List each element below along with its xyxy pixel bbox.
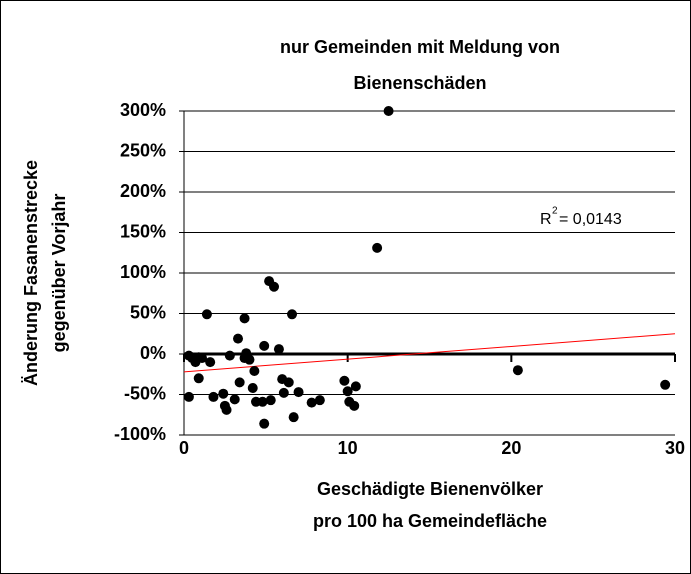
chart-title: nur Gemeinden mit Meldung von <box>280 37 560 57</box>
scatter-point <box>383 106 394 116</box>
scatter-point <box>244 354 255 365</box>
scatter-point <box>259 340 270 351</box>
y-tick-label: 150% <box>120 221 166 241</box>
scatter-point <box>273 344 284 355</box>
trendline <box>183 333 676 373</box>
scatter-point <box>257 396 268 407</box>
scatter-point <box>269 281 280 292</box>
scatter-point <box>287 309 298 320</box>
scatter-point <box>278 387 289 398</box>
scatter-point <box>306 397 317 408</box>
y-tick-label: -100% <box>114 424 166 444</box>
y-tick-label: -50% <box>124 383 166 403</box>
scatter-point <box>183 391 194 402</box>
scatter-point <box>265 395 276 406</box>
y-tick-label: 100% <box>120 262 166 282</box>
y-tick-label: 50% <box>130 302 166 322</box>
scatter-point <box>314 395 325 406</box>
x-tick-label: 0 <box>179 438 189 458</box>
r-squared-label: R <box>540 211 552 228</box>
scatter-point <box>221 404 232 415</box>
scatter-point <box>512 365 523 376</box>
x-axis-label: Geschädigte Bienenvölker <box>317 479 543 499</box>
scatter-point <box>247 383 258 394</box>
scatter-point <box>372 242 383 253</box>
scatter-point <box>350 381 361 392</box>
y-tick-label: 0% <box>140 343 166 363</box>
y-tick-label: 250% <box>120 140 166 160</box>
scatter-point <box>197 353 208 364</box>
scatter-point <box>205 357 216 368</box>
x-tick-label: 20 <box>501 438 521 458</box>
r-squared-superscript: 2 <box>552 206 558 217</box>
y-tick-label: 300% <box>120 100 166 120</box>
scatter-point <box>229 394 240 405</box>
x-axis-label: pro 100 ha Gemeindefläche <box>313 511 547 531</box>
y-tick-label: 200% <box>120 181 166 201</box>
scatter-point <box>201 309 212 320</box>
scatter-point <box>293 387 304 398</box>
r-squared-value: = 0,0143 <box>559 211 622 228</box>
scatter-point <box>233 333 244 344</box>
scatter-point <box>259 418 270 429</box>
scatter-point <box>224 350 235 361</box>
chart-title: Bienenschäden <box>353 73 486 93</box>
scatter-point <box>234 377 245 388</box>
scatter-point <box>239 313 250 324</box>
x-tick-label: 10 <box>338 438 358 458</box>
y-axis-label: Änderung Fasanenstrecke <box>21 160 41 386</box>
scatter-point <box>249 366 260 377</box>
scatter-point <box>660 379 671 390</box>
scatter-point <box>349 400 360 411</box>
scatter-point <box>208 391 219 402</box>
x-tick-label: 30 <box>665 438 685 458</box>
y-axis-label: gegenüber Vorjahr <box>49 194 69 353</box>
scatter-point <box>218 388 229 399</box>
scatter-point <box>339 375 350 386</box>
scatter-point <box>283 377 294 388</box>
scatter-point <box>288 412 299 423</box>
scatter-point <box>193 373 204 384</box>
scatter-point <box>342 386 353 397</box>
